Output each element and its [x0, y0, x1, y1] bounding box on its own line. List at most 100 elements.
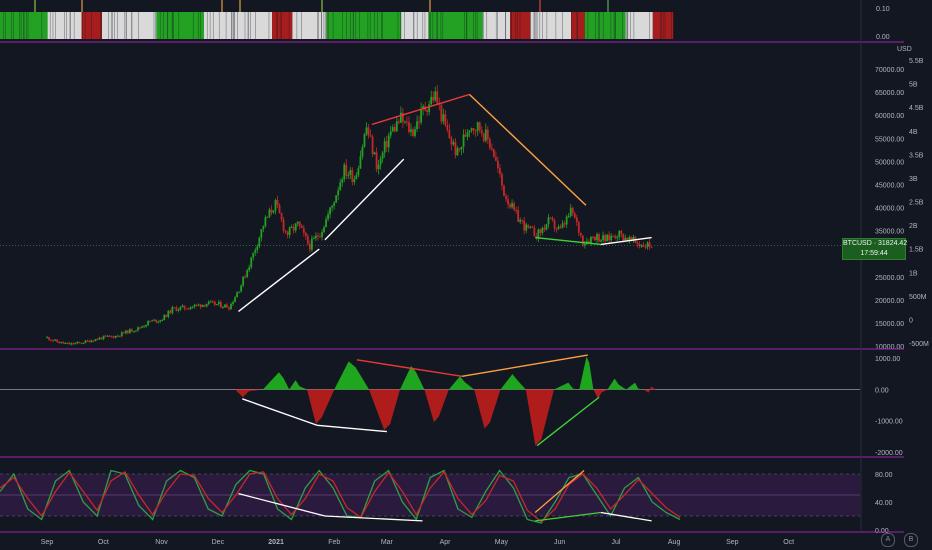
candle[interactable] [98, 337, 101, 340]
candle[interactable] [64, 342, 67, 344]
candle[interactable] [460, 146, 463, 150]
candle[interactable] [234, 297, 236, 303]
candle[interactable] [193, 304, 196, 307]
candle[interactable] [541, 227, 544, 233]
candle[interactable] [246, 270, 249, 278]
candle[interactable] [66, 342, 69, 344]
candle[interactable] [470, 128, 473, 131]
candle[interactable] [90, 340, 93, 343]
candle[interactable] [547, 217, 550, 225]
candle[interactable] [363, 134, 366, 147]
candle[interactable] [499, 168, 501, 175]
price-trendline-1[interactable] [324, 158, 405, 241]
candle[interactable] [222, 307, 224, 309]
candle[interactable] [361, 146, 364, 157]
candle[interactable] [118, 335, 121, 337]
candle[interactable] [379, 158, 382, 165]
candle[interactable] [315, 235, 317, 239]
candle[interactable] [371, 136, 374, 155]
candle[interactable] [268, 209, 271, 217]
candle[interactable] [177, 309, 180, 311]
candle[interactable] [270, 209, 273, 213]
candle[interactable] [333, 202, 336, 206]
price-trendline-5[interactable] [600, 236, 652, 246]
candle[interactable] [100, 337, 103, 340]
candle[interactable] [135, 330, 137, 332]
stochastic-trendline-3[interactable] [534, 470, 585, 513]
candle[interactable] [78, 342, 81, 344]
candle[interactable] [442, 114, 445, 122]
oscillator-bump-8[interactable] [448, 376, 475, 390]
candle[interactable] [596, 234, 598, 241]
candle[interactable] [116, 335, 119, 337]
candle[interactable] [624, 237, 627, 241]
candle[interactable] [480, 130, 483, 134]
candle[interactable] [72, 343, 75, 345]
oscillator-trendline-2[interactable] [356, 359, 463, 378]
candle[interactable] [187, 308, 190, 310]
oscillator-bump-5[interactable] [369, 389, 400, 431]
candle[interactable] [517, 210, 520, 222]
candle[interactable] [124, 330, 127, 334]
candle[interactable] [82, 343, 85, 345]
candle[interactable] [143, 326, 145, 328]
candle[interactable] [511, 203, 513, 208]
candle[interactable] [410, 129, 412, 132]
stochastic-line-green[interactable] [0, 469, 681, 524]
candle[interactable] [112, 336, 115, 338]
candle[interactable] [203, 304, 206, 307]
candle[interactable] [266, 216, 269, 218]
oscillator-bump-0[interactable] [235, 389, 263, 398]
candle[interactable] [341, 179, 344, 183]
candle[interactable] [571, 207, 574, 214]
candle[interactable] [628, 237, 631, 242]
candle[interactable] [345, 164, 348, 176]
candle[interactable] [217, 302, 220, 305]
candle[interactable] [236, 292, 238, 298]
candle[interactable] [430, 96, 433, 105]
candle[interactable] [393, 127, 396, 132]
candle[interactable] [620, 230, 623, 234]
candle[interactable] [173, 307, 176, 309]
candle[interactable] [46, 337, 48, 339]
candle[interactable] [76, 342, 79, 344]
candle[interactable] [533, 227, 536, 237]
candle[interactable] [561, 223, 564, 228]
candle[interactable] [408, 121, 410, 132]
candle[interactable] [114, 336, 117, 338]
candle[interactable] [359, 156, 362, 169]
candle[interactable] [531, 226, 534, 228]
candle[interactable] [163, 314, 166, 321]
candle[interactable] [339, 182, 342, 191]
oscillator-bump-17[interactable] [643, 386, 656, 393]
candle[interactable] [490, 147, 493, 150]
candle[interactable] [632, 236, 635, 240]
candle[interactable] [260, 229, 263, 238]
candle[interactable] [610, 235, 613, 241]
candle[interactable] [521, 219, 524, 221]
candle[interactable] [557, 226, 560, 229]
candle[interactable] [104, 335, 107, 337]
candle[interactable] [211, 301, 214, 303]
candle[interactable] [88, 340, 91, 343]
candle[interactable] [290, 227, 293, 229]
candle[interactable] [169, 310, 172, 313]
candle[interactable] [573, 213, 576, 218]
candle[interactable] [418, 121, 420, 123]
candle[interactable] [626, 237, 629, 242]
candle[interactable] [355, 175, 358, 180]
candle[interactable] [280, 213, 283, 220]
candle[interactable] [274, 200, 277, 211]
candle[interactable] [141, 326, 143, 328]
candle[interactable] [50, 339, 52, 341]
candle[interactable] [219, 302, 222, 308]
candle[interactable] [414, 129, 416, 136]
candle[interactable] [126, 330, 129, 334]
candle[interactable] [555, 228, 558, 230]
candle[interactable] [389, 131, 392, 136]
candle[interactable] [228, 307, 230, 310]
candle[interactable] [120, 332, 123, 337]
candle[interactable] [62, 341, 65, 344]
